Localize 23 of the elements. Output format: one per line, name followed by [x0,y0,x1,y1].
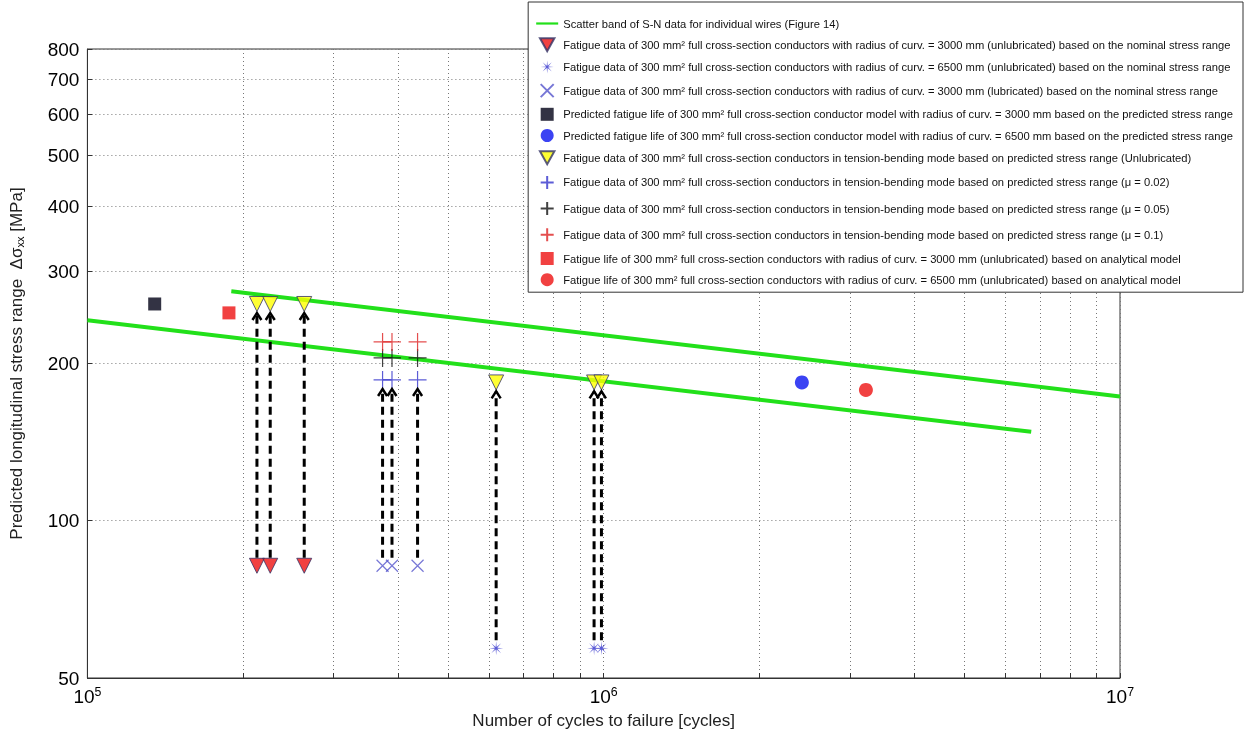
legend-label: Fatigue data of 300 mm² full cross-section conductors with radius of curv. = 6500 mm (unlubricated) based on the nominal stress range [563,60,1231,73]
legend-label: Fatigue data of 300 mm² full cross-section conductors with radius of curv. = 3000 mm (unlubricated) based on the nominal stress range [563,38,1231,51]
y-tick-label: 50 [58,667,80,689]
x-axis-title: Number of cycles to failure [cycles] [472,711,736,730]
y-tick-label: 200 [47,353,80,374]
y-tick-label: 800 [47,38,80,60]
y-tick-label: 500 [47,145,80,167]
y-tick-label: 400 [47,195,80,217]
legend-label: Fatigue life of 300 mm² full cross-section conductors with radius of curv. = 6500 mm (unlubricated) based on analytical model [563,273,1181,286]
legend-label: Fatigue data of 300 mm² full cross-section conductors in tension-bending mode based on predicted stress range (μ = 0.05) [563,202,1170,215]
legend-label: Fatigue data of 300 mm² full cross-section conductors in tension-bending mode based on predicted stress range (μ = 0.02) [563,176,1170,189]
legend-label: Fatigue life of 300 mm² full cross-section conductors with radius of curv. = 3000 mm (unlubricated) based on analytical model [563,252,1181,265]
legend-label: Fatigue data of 300 mm² full cross-section conductors in tension-bending mode based on predicted stress range (μ = 0.1) [563,228,1164,241]
legend-label: Fatigue data of 300 mm² full cross-section conductors in tension-bending mode based on predicted stress range (Unlubricated) [563,151,1192,164]
y-axis-title: Predicted longitudinal stress range Δσxx [MPa] [7,187,26,540]
y-tick-label: 100 [47,510,80,532]
legend-label: Predicted fatigue life of 300 mm² full cross-section conductor model with radius of curv. = 6500 mm based on the predicted stress range [563,129,1234,142]
y-tick-label: 600 [47,103,80,125]
y-tick-label: 700 [47,68,80,90]
y-tick-label: 300 [47,261,80,283]
legend-label: Fatigue data of 300 mm² full cross-section conductors with radius of curv. = 3000 mm (lubricated) based on the nominal stress range [563,84,1219,97]
legend-label: Predicted fatigue life of 300 mm² full cross-section conductor model with radius of curv. = 3000 mm based on the predicted stress range [563,108,1234,121]
legend-label: Scatter band of S-N data for individual wires (Figure 14) [563,17,840,30]
